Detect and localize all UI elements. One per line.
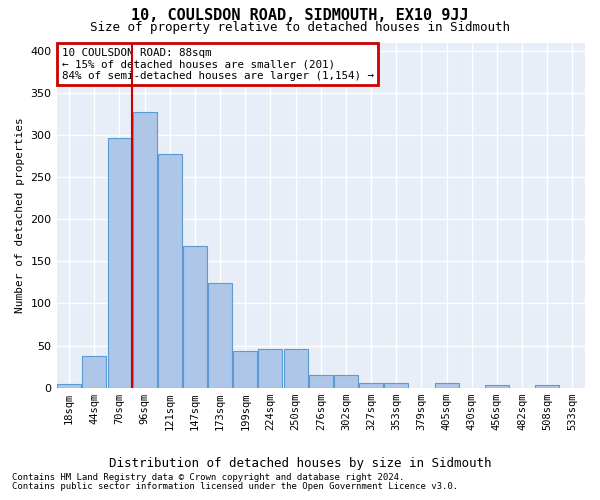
- Text: 10 COULSDON ROAD: 88sqm
← 15% of detached houses are smaller (201)
84% of semi-d: 10 COULSDON ROAD: 88sqm ← 15% of detache…: [62, 48, 374, 81]
- Text: Size of property relative to detached houses in Sidmouth: Size of property relative to detached ho…: [90, 21, 510, 34]
- Bar: [334, 375, 358, 388]
- Bar: [183, 246, 207, 388]
- Bar: [57, 384, 81, 388]
- Bar: [385, 382, 408, 388]
- Bar: [208, 284, 232, 388]
- Bar: [107, 138, 131, 388]
- Text: Distribution of detached houses by size in Sidmouth: Distribution of detached houses by size …: [109, 458, 491, 470]
- Bar: [82, 356, 106, 388]
- Bar: [133, 112, 157, 388]
- Bar: [434, 382, 458, 388]
- Bar: [485, 385, 509, 388]
- Bar: [158, 154, 182, 388]
- Bar: [233, 350, 257, 388]
- Bar: [535, 385, 559, 388]
- Bar: [259, 349, 283, 388]
- Bar: [284, 349, 308, 388]
- Text: Contains public sector information licensed under the Open Government Licence v3: Contains public sector information licen…: [12, 482, 458, 491]
- Bar: [309, 375, 333, 388]
- Bar: [359, 384, 383, 388]
- Text: 10, COULSDON ROAD, SIDMOUTH, EX10 9JJ: 10, COULSDON ROAD, SIDMOUTH, EX10 9JJ: [131, 8, 469, 22]
- Y-axis label: Number of detached properties: Number of detached properties: [15, 117, 25, 313]
- Text: Contains HM Land Registry data © Crown copyright and database right 2024.: Contains HM Land Registry data © Crown c…: [12, 473, 404, 482]
